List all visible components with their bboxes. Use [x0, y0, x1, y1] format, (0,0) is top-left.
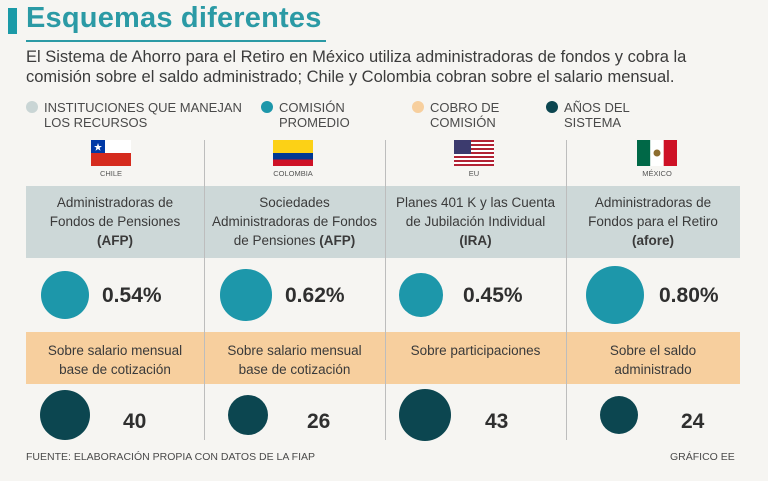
legend: INSTITUCIONES QUE MANEJAN LOS RECURSOS CO…: [26, 100, 746, 134]
credit-footer: GRÁFICO EE: [670, 451, 735, 463]
mexico-flag-icon: [637, 140, 677, 166]
title-accent-bar: [8, 8, 17, 34]
commission-value-mexico: 0.80%: [659, 284, 719, 307]
title-underline: [26, 40, 326, 42]
years-circle-chile: [39, 389, 91, 441]
commission-value-colombia: 0.62%: [285, 284, 345, 307]
cobro-line: Sobre participaciones: [410, 343, 541, 358]
cobro-chile: Sobre salario mensual base de cotización: [26, 341, 204, 379]
legend-dot-cobro: [412, 101, 424, 113]
chile-flag-icon: [91, 140, 131, 166]
legend-instituciones-line1: INSTITUCIONES QUE MANEJAN: [44, 100, 242, 115]
institution-line: Planes 401 K y las Cuenta: [395, 195, 556, 210]
legend-item-cobro: COBRO DE COMISIÓN: [412, 100, 499, 130]
institution-line: Fondos para el Retiro: [588, 214, 718, 229]
commission-value-eu: 0.45%: [463, 284, 523, 307]
intro-text: El Sistema de Ahorro para el Retiro en M…: [26, 48, 687, 86]
institution-abbr: (IRA): [459, 233, 492, 248]
legend-cobro-line1: COBRO DE: [430, 100, 500, 115]
commission-circle-colombia: [220, 269, 272, 321]
legend-anos-line1: AÑOS DEL: [564, 100, 630, 115]
legend-item-comision: COMISIÓN PROMEDIO: [261, 100, 350, 130]
institution-mexico: Administradoras de Fondos para el Retiro…: [566, 193, 740, 250]
cobro-line: Sobre salario mensual: [227, 343, 362, 358]
country-label-colombia: COLOMBIA: [273, 169, 313, 178]
institution-abbr: (AFP): [97, 233, 133, 248]
years-circle-eu: [399, 389, 451, 441]
legend-item-instituciones: INSTITUCIONES QUE MANEJAN LOS RECURSOS: [26, 100, 242, 130]
colombia-flag-icon: [273, 140, 313, 166]
cobro-eu: Sobre participaciones: [385, 341, 566, 360]
legend-comision-line2: PROMEDIO: [279, 115, 350, 130]
cobro-line: base de cotización: [59, 362, 171, 377]
institution-line: Sociedades: [259, 195, 330, 210]
institution-chile: Administradoras de Fondos de Pensiones (…: [26, 193, 204, 250]
years-circle-colombia: [227, 394, 269, 436]
institution-line: Administradoras de Fondos: [211, 214, 378, 229]
institution-line: de Pensiones: [233, 233, 320, 248]
institution-line: de Jubilación Individual: [405, 214, 546, 229]
legend-item-anos: AÑOS DEL SISTEMA: [546, 100, 630, 130]
cobro-line: base de cotización: [238, 362, 351, 377]
column-divider: [566, 140, 567, 440]
cobro-line: Sobre el saldo: [609, 343, 697, 358]
years-value-eu: 43: [485, 410, 509, 433]
years-circle-mexico: [599, 395, 639, 435]
page-title: Esquemas diferentes: [26, 2, 322, 34]
cobro-band: [26, 332, 740, 384]
legend-dot-instituciones: [26, 101, 38, 113]
years-value-colombia: 26: [307, 410, 331, 433]
institution-line: Administradoras de: [56, 195, 174, 210]
legend-dot-anos: [546, 101, 558, 113]
country-label-chile: CHILE: [99, 169, 123, 178]
cobro-line: Sobre salario mensual: [47, 343, 183, 358]
years-value-mexico: 24: [681, 410, 705, 433]
institution-colombia: Sociedades Administradoras de Fondos de …: [204, 193, 385, 250]
institution-abbr: (AFP): [319, 233, 356, 248]
legend-anos-line2: SISTEMA: [564, 115, 622, 130]
cobro-mexico: Sobre el saldo administrado: [566, 341, 740, 379]
commission-circle-mexico: [586, 266, 644, 324]
instituciones-band: [26, 186, 740, 258]
commission-value-chile: 0.54%: [102, 284, 162, 307]
legend-dot-comision: [261, 101, 273, 113]
legend-instituciones-line2: LOS RECURSOS: [44, 115, 148, 130]
years-value-chile: 40: [123, 410, 147, 433]
column-divider: [204, 140, 205, 440]
usa-flag-icon: [454, 140, 494, 166]
source-footer: FUENTE: ELABORACIÓN PROPIA CON DATOS DE …: [26, 451, 316, 463]
institution-abbr: (afore): [631, 233, 674, 248]
institution-line: Fondos de Pensiones: [49, 214, 181, 229]
cobro-line: administrado: [614, 362, 692, 377]
commission-circle-chile: [41, 271, 89, 319]
cobro-colombia: Sobre salario mensual base de cotización: [204, 341, 385, 379]
legend-cobro-line2: COMISIÓN: [430, 115, 496, 130]
commission-circle-eu: [399, 273, 443, 317]
institution-line: Administradoras de: [594, 195, 712, 210]
institution-eu: Planes 401 K y las Cuenta de Jubilación …: [385, 193, 566, 250]
column-divider: [385, 140, 386, 440]
legend-comision-line1: COMISIÓN: [279, 100, 345, 115]
country-label-eu: EU: [468, 169, 480, 178]
country-label-mexico: MÉXICO: [642, 169, 672, 178]
